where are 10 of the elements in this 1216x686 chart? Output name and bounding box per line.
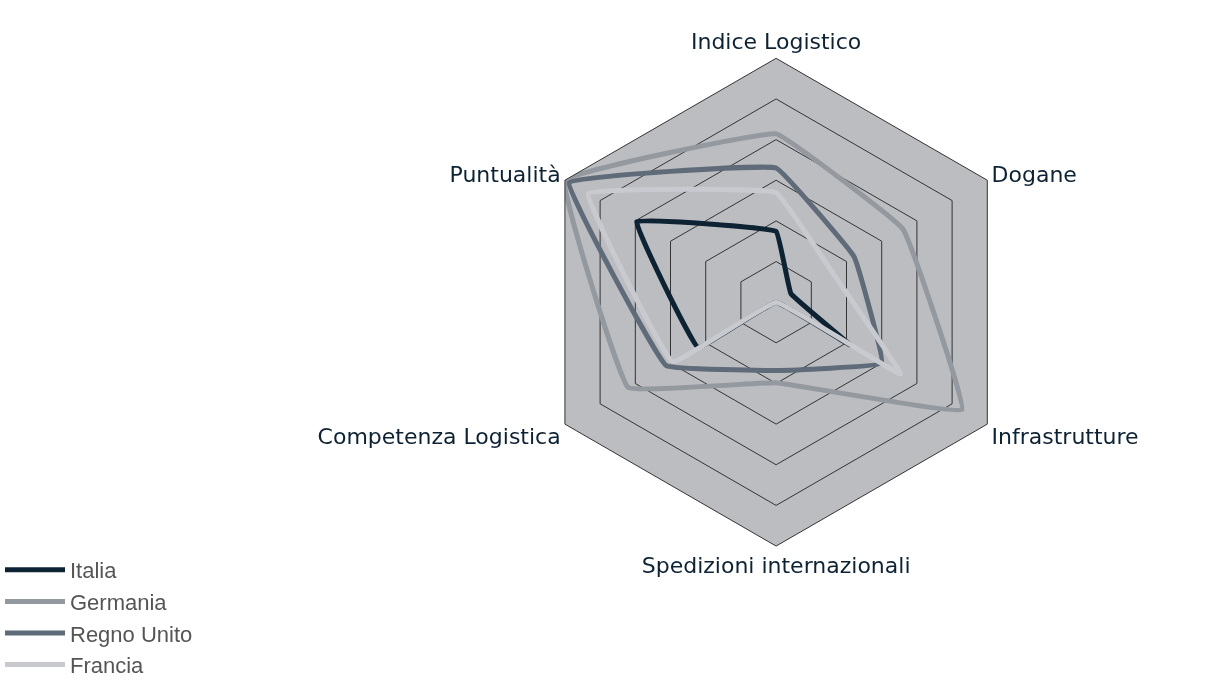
legend-label: Francia xyxy=(70,653,145,679)
spoke-label: Dogane xyxy=(991,162,1077,188)
legend-label: Italia xyxy=(70,558,118,584)
legend-label: Germania xyxy=(70,589,168,615)
spoke-label: Spedizioni internazionali xyxy=(641,552,911,578)
legend-label: Regno Unito xyxy=(70,621,193,647)
spoke-label: Infrastrutture xyxy=(991,424,1139,450)
spoke-label: Competenza Logistica xyxy=(317,424,561,450)
spoke-label: Puntualità xyxy=(449,162,561,188)
spoke-label: Indice Logistico xyxy=(690,29,862,55)
